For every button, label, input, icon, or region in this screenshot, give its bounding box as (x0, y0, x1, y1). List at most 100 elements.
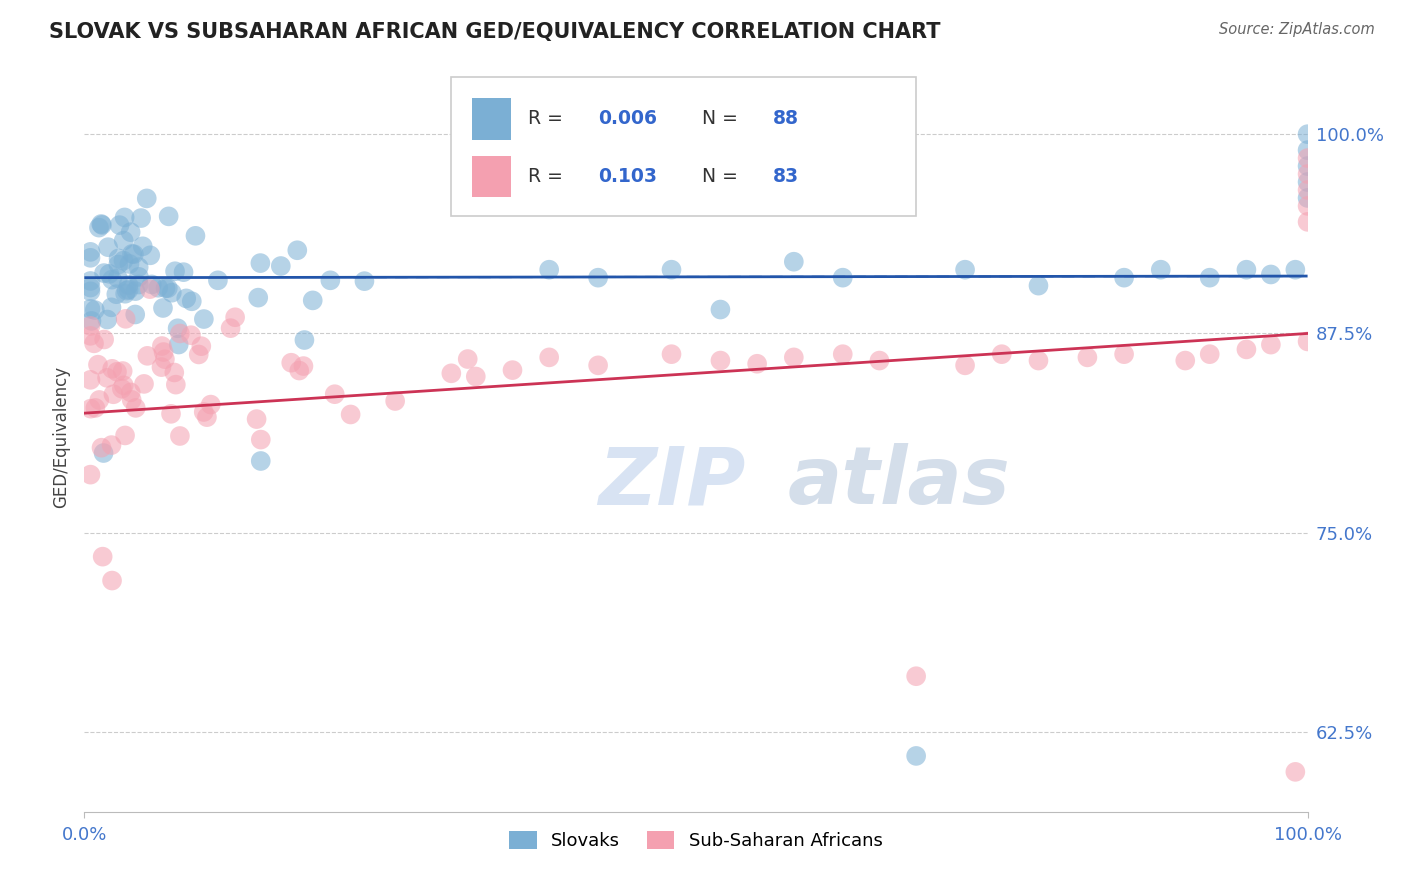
Point (831, 347, 853, 361)
Point (160, 285, 183, 300)
Point (953, 262, 976, 277)
Point (139, 248, 162, 262)
Point (783, 254, 806, 268)
Point (150, 360, 173, 375)
Point (165, 377, 187, 392)
Point (166, 321, 188, 335)
Point (661, 262, 683, 277)
Point (79, 301, 101, 316)
Point (160, 407, 183, 421)
Point (79, 244, 101, 259)
Point (709, 353, 731, 368)
Point (224, 310, 246, 325)
Point (141, 277, 163, 292)
Text: Source: ZipAtlas.com: Source: ZipAtlas.com (1219, 22, 1375, 37)
Point (905, 669, 928, 683)
Point (1296, 127, 1319, 141)
Point (101, 272, 124, 286)
Point (121, 392, 143, 407)
Point (100, 301, 122, 315)
Bar (472, 98, 512, 140)
Point (124, 308, 146, 322)
Point (187, 347, 209, 361)
Point (115, 284, 138, 298)
Point (1114, 347, 1136, 361)
Text: 0.103: 0.103 (598, 167, 657, 186)
Point (136, 349, 159, 363)
Point (155, 281, 177, 295)
Point (163, 366, 186, 380)
Text: N =: N = (702, 167, 744, 186)
Point (288, 363, 311, 377)
Point (117, 283, 139, 297)
Point (114, 286, 136, 301)
Point (586, 270, 609, 285)
Point (1296, 199, 1319, 213)
Point (80, 314, 103, 328)
Point (586, 359, 609, 373)
Point (103, 387, 125, 401)
Point (165, 264, 187, 278)
Point (91, 549, 114, 564)
Point (128, 260, 150, 274)
Legend: Slovaks, Sub-Saharan Africans: Slovaks, Sub-Saharan Africans (501, 822, 891, 859)
Point (200, 398, 222, 412)
Point (111, 382, 134, 396)
Point (953, 359, 976, 373)
Point (1114, 270, 1136, 285)
Point (93, 266, 115, 280)
Point (353, 274, 375, 288)
Point (869, 353, 891, 368)
Point (114, 428, 136, 442)
Point (79, 467, 101, 482)
Point (207, 273, 229, 287)
Point (84, 401, 107, 415)
Point (93, 333, 115, 347)
Bar (472, 156, 512, 197)
Point (245, 412, 267, 426)
Point (1198, 270, 1220, 285)
Point (538, 351, 561, 365)
Y-axis label: GED/Equivalency: GED/Equivalency (52, 366, 70, 508)
Point (1296, 191, 1319, 205)
Point (90, 217, 112, 231)
Text: N =: N = (702, 109, 744, 128)
Point (105, 287, 128, 301)
Point (79, 373, 101, 387)
Point (1296, 175, 1319, 189)
Point (100, 438, 122, 452)
Point (80, 401, 103, 416)
Point (156, 281, 179, 295)
Text: 83: 83 (773, 167, 799, 186)
Point (1284, 262, 1306, 277)
Point (285, 244, 308, 258)
Point (121, 247, 143, 261)
Point (117, 278, 139, 293)
Point (96, 371, 118, 385)
Point (167, 337, 190, 351)
Point (120, 385, 142, 400)
Point (709, 302, 731, 317)
Point (1260, 337, 1282, 351)
Point (1236, 262, 1258, 277)
Point (1198, 347, 1220, 361)
Point (114, 211, 136, 225)
Point (135, 191, 157, 205)
Point (79, 280, 101, 294)
Point (292, 359, 315, 373)
Point (79, 329, 101, 343)
Point (1296, 183, 1319, 197)
Point (193, 405, 215, 419)
Point (79, 251, 101, 265)
Point (169, 429, 191, 443)
Text: atlas: atlas (787, 443, 1011, 521)
Point (247, 291, 270, 305)
Point (128, 269, 150, 284)
Point (89, 392, 111, 407)
Point (1028, 278, 1050, 293)
Point (98, 267, 121, 281)
Point (1076, 351, 1098, 365)
Point (97, 240, 120, 254)
Point (661, 347, 683, 361)
Point (249, 256, 271, 270)
